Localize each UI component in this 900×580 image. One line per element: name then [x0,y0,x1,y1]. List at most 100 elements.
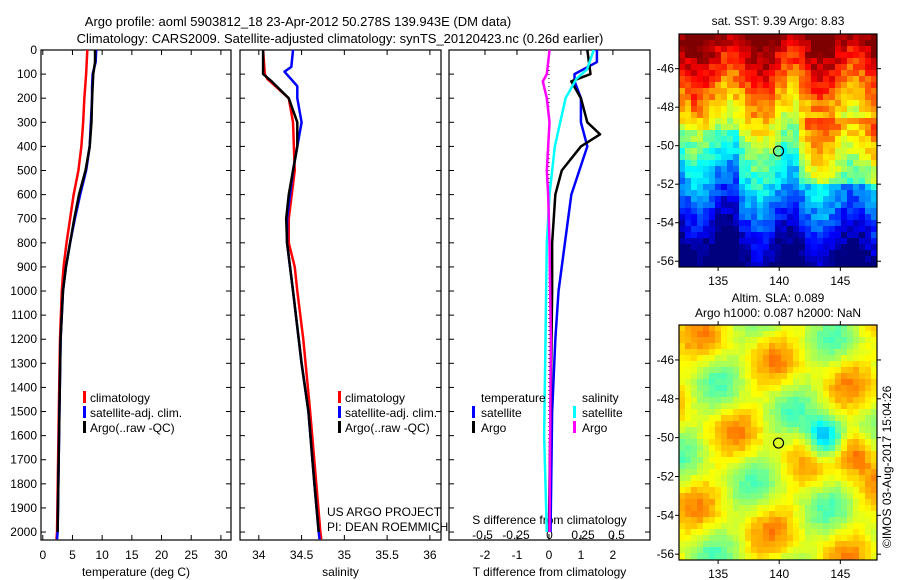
map-cell [781,94,787,100]
map-cell [685,112,691,118]
map-cell [697,190,703,196]
map-cell [679,541,685,547]
map-cell [871,397,877,403]
map-cell [703,70,709,76]
map-cell [679,154,685,160]
map-cell [775,40,781,46]
map-cell [865,136,871,142]
map-cell [865,148,871,154]
map-cell [685,487,691,493]
map-cell [775,415,781,421]
map-cell [727,154,733,160]
map-cell [733,160,739,166]
y-tick-label: 1400 [10,380,37,394]
map-cell [805,343,811,349]
map-cell [787,70,793,76]
map-cell [685,505,691,511]
map-cell [703,256,709,262]
map-cell [841,535,847,541]
y-tick-label: 1300 [10,356,37,370]
map-cell [835,172,841,178]
map-cell [811,331,817,337]
map-cell [853,256,859,262]
map-cell [859,349,865,355]
map-cell [685,391,691,397]
map-cell [709,517,715,523]
map-cell [685,433,691,439]
map-cell [787,337,793,343]
map-cell [679,379,685,385]
map-cell [835,88,841,94]
map-cell [715,166,721,172]
map-cell [697,499,703,505]
map-cell [709,214,715,220]
map-cell [679,226,685,232]
map-cell [805,541,811,547]
map-cell [697,403,703,409]
map-cell [811,232,817,238]
map-cell [847,403,853,409]
map-cell [811,493,817,499]
map-cell [871,142,877,148]
map-cell [781,58,787,64]
map-cell [871,343,877,349]
map-cell [805,232,811,238]
map-cell [835,475,841,481]
map-cell [733,52,739,58]
map-cell [763,337,769,343]
map-cell [841,166,847,172]
map-cell [727,82,733,88]
map-cell [841,415,847,421]
map-cell [823,130,829,136]
map-cell [853,46,859,52]
map-cell [835,349,841,355]
map-cell [775,481,781,487]
map-cell [679,469,685,475]
map-cell [691,58,697,64]
x-tick-label: 36 [423,548,437,562]
map-cell [853,349,859,355]
map-cell [757,457,763,463]
map-cell [757,367,763,373]
map-cell [727,373,733,379]
map-cell [865,451,871,457]
map-cell [811,190,817,196]
map-cell [817,523,823,529]
map-cell [751,184,757,190]
map-cell [811,166,817,172]
map-cell [835,403,841,409]
map-cell [823,439,829,445]
map-cell [823,445,829,451]
map-cell [847,118,853,124]
map-cell [841,46,847,52]
map-cell [769,76,775,82]
map-cell [715,361,721,367]
map-cell [871,331,877,337]
map-cell [847,226,853,232]
map-cell [733,385,739,391]
map-cell [817,469,823,475]
map-cell [721,451,727,457]
map-cell [739,475,745,481]
map-cell [781,118,787,124]
map-cell [835,160,841,166]
map-cell [787,403,793,409]
map-cell [781,238,787,244]
map-cell [859,517,865,523]
map-cell [685,373,691,379]
map-cell [709,457,715,463]
map-cell [721,256,727,262]
map-cell [829,46,835,52]
map-cell [829,256,835,262]
map-cell [859,499,865,505]
map-cell [745,439,751,445]
map-cell [823,166,829,172]
map-cell [853,379,859,385]
map-cell [811,355,817,361]
map-cell [811,88,817,94]
map-cell [739,493,745,499]
map-cell [835,505,841,511]
map-cell [817,421,823,427]
map-cell [769,172,775,178]
